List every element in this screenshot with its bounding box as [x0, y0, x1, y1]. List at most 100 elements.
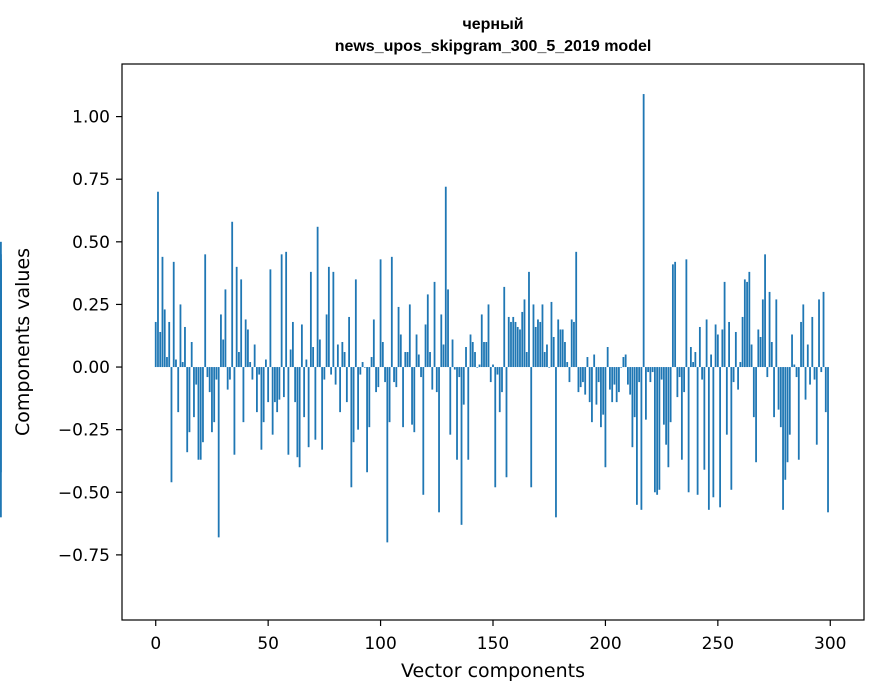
bar	[303, 367, 306, 418]
bar	[395, 367, 398, 388]
bar	[397, 306, 400, 368]
y-tick-label: −0.25	[58, 421, 110, 441]
x-tick-label: 200	[589, 634, 621, 654]
bar	[276, 367, 279, 413]
bar	[539, 321, 542, 368]
x-axis-label: Vector components	[401, 660, 585, 682]
bar	[168, 321, 171, 368]
plot-area-frame	[121, 63, 865, 621]
bar	[339, 367, 341, 413]
bar	[822, 291, 825, 368]
bar	[773, 367, 775, 418]
bar	[800, 321, 802, 368]
bar	[440, 314, 443, 368]
bar	[712, 367, 715, 498]
bar	[354, 279, 357, 368]
bar	[258, 367, 261, 375]
bar	[294, 367, 297, 403]
bar	[0, 367, 2, 368]
bar	[564, 342, 566, 368]
bar	[710, 354, 712, 368]
bar	[220, 314, 222, 368]
bar	[388, 367, 391, 423]
bar	[602, 367, 605, 415]
bar	[555, 367, 557, 518]
bar	[269, 269, 272, 368]
bar	[737, 367, 739, 390]
bar	[532, 304, 535, 368]
bar	[645, 367, 647, 420]
y-tick-label: 0.00	[72, 358, 110, 378]
bar	[552, 336, 555, 368]
bar	[793, 364, 796, 368]
bar	[818, 299, 820, 368]
bar	[528, 271, 530, 368]
bar	[591, 367, 593, 423]
y-tick-label: 1.00	[72, 108, 110, 128]
bar	[186, 367, 189, 453]
bar	[570, 319, 573, 368]
bar	[426, 294, 429, 368]
bar	[566, 362, 569, 368]
bar	[404, 352, 407, 368]
bar	[541, 304, 544, 368]
bar	[375, 367, 377, 393]
bar	[662, 367, 665, 425]
bar	[548, 367, 551, 368]
bar	[417, 354, 420, 368]
bar	[521, 311, 524, 368]
bar	[406, 352, 409, 368]
bar	[330, 367, 333, 375]
bar	[543, 352, 546, 368]
bar	[534, 326, 537, 368]
x-tick-label: 50	[257, 634, 279, 654]
bar	[332, 271, 335, 368]
bar	[732, 367, 735, 383]
bar	[399, 334, 402, 368]
bar	[622, 357, 625, 368]
bar	[433, 281, 436, 368]
bar	[636, 367, 638, 505]
bar	[577, 367, 580, 393]
bar	[195, 367, 198, 385]
bar	[546, 344, 548, 368]
bar	[456, 367, 458, 460]
bar	[516, 326, 519, 368]
bar	[278, 367, 281, 400]
bar	[689, 347, 692, 368]
bar	[716, 334, 719, 368]
bar	[766, 367, 769, 378]
bar	[725, 367, 728, 435]
bar	[694, 352, 697, 368]
bar	[267, 367, 270, 403]
bar	[289, 349, 292, 368]
bar	[696, 367, 699, 495]
bar	[336, 344, 339, 368]
bar	[714, 324, 717, 368]
bar	[791, 334, 793, 368]
bar	[480, 314, 483, 368]
bar	[685, 259, 688, 368]
bar	[806, 344, 809, 368]
y-tick-label: 0.75	[72, 170, 110, 190]
bar	[730, 367, 733, 490]
bar	[208, 367, 211, 393]
bar	[707, 367, 710, 510]
bar	[265, 359, 267, 368]
bar	[575, 251, 578, 368]
bar	[334, 367, 337, 385]
x-tick-label: 0	[150, 634, 161, 654]
bar	[629, 367, 632, 395]
bar	[782, 367, 784, 510]
bar	[247, 329, 249, 368]
bar	[469, 334, 472, 368]
bar	[811, 316, 814, 368]
bar	[559, 329, 562, 368]
bar	[179, 304, 182, 368]
bar	[795, 367, 798, 378]
bar	[451, 339, 454, 368]
bar	[271, 367, 274, 435]
bar	[413, 367, 416, 433]
bar	[683, 367, 686, 393]
bar	[211, 367, 213, 433]
